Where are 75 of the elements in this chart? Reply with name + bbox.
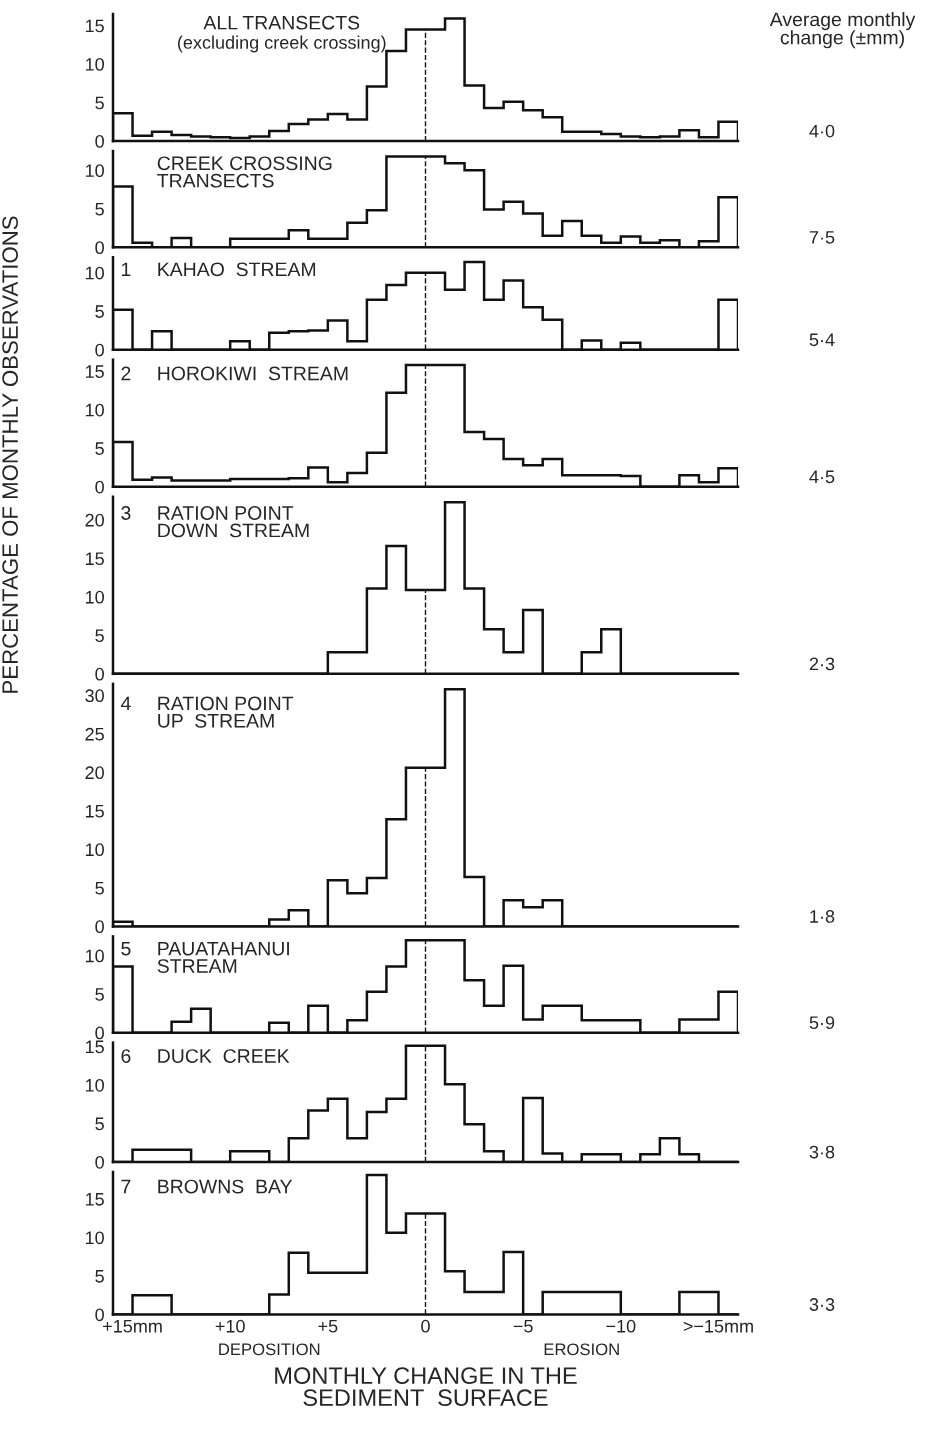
y-tick-label: 10 <box>85 843 104 857</box>
chart-title: HOROKIWI STREAM <box>158 366 348 381</box>
y-tick-label: 15 <box>85 19 104 33</box>
y-tick-label: 0 <box>95 1155 104 1169</box>
x-axis-title: MONTHLY CHANGE IN THE SEDIMENT SURFACE <box>275 1367 577 1407</box>
annotation: 6 <box>121 1049 131 1063</box>
y-tick-label: 10 <box>85 266 104 280</box>
y-tick-label: 0 <box>95 343 104 357</box>
y-tick-label: 0 <box>95 920 104 934</box>
y-tick-label: 30 <box>85 689 104 703</box>
text: 4·0 <box>809 124 835 138</box>
y-tick-label: 10 <box>85 590 104 604</box>
annotation: 7 <box>121 1179 131 1194</box>
y-tick-label: 5 <box>95 442 104 455</box>
y-tick-label: 5 <box>95 202 104 216</box>
y-tick-label: 0 <box>95 1026 104 1040</box>
y-tick-label: 5 <box>95 1117 104 1131</box>
text: RATION POINT DOWN STREAM <box>158 506 309 538</box>
text: Average monthly change (±mm) <box>769 12 916 49</box>
annotation: 4 <box>120 696 131 711</box>
y-tick-label: 5 <box>95 629 104 643</box>
text: 7·5 <box>809 231 835 244</box>
y-tick-label: 15 <box>85 805 104 818</box>
text: CREEK CROSSING TRANSECTS <box>157 156 332 188</box>
y-axis-title: PERCENTAGE OF MONTHLY OBSERVATIONS <box>2 216 18 693</box>
y-tick-label: 5 <box>95 1270 104 1283</box>
text: RATION POINT UP STREAM <box>158 696 294 728</box>
y-tick-label: 0 <box>95 1308 104 1322</box>
annotation: 2 <box>121 366 131 381</box>
y-tick-label: 15 <box>85 365 104 378</box>
x-tick-label: 0 <box>421 1319 430 1333</box>
text: 5·9 <box>809 1016 835 1030</box>
text: 5·4 <box>809 333 835 347</box>
x-tick-label: >−15mm <box>683 1319 753 1333</box>
chart-title: ALL TRANSECTS <box>203 15 360 30</box>
text: 4·5 <box>809 470 835 484</box>
text: 3·3 <box>809 1298 835 1311</box>
y-tick-label: 5 <box>95 305 104 318</box>
y-tick-label: 20 <box>85 766 104 780</box>
chart-title: DUCK CREEK <box>158 1049 290 1063</box>
annotation: 5 <box>121 941 131 956</box>
text: EROSION <box>544 1343 619 1356</box>
y-tick-label: 0 <box>95 667 104 681</box>
x-tick-label: +10 <box>215 1319 245 1333</box>
y-tick-label: 10 <box>85 57 104 71</box>
y-tick-label: 20 <box>85 513 104 527</box>
chart-title: BROWNS BAY <box>158 1179 293 1194</box>
y-tick-label: 15 <box>85 552 104 566</box>
y-tick-label: 0 <box>95 134 104 148</box>
annotation: 3 <box>121 506 131 520</box>
y-tick-label: 5 <box>95 96 104 110</box>
y-tick-label: 10 <box>85 403 104 417</box>
y-tick-label: 10 <box>85 949 104 963</box>
y-tick-label: 10 <box>85 1231 104 1245</box>
y-tick-label: 10 <box>85 164 104 178</box>
x-tick-label: +5 <box>318 1319 338 1333</box>
text: DEPOSITION <box>219 1343 320 1356</box>
y-tick-label: 5 <box>95 988 104 1001</box>
y-tick-label: 0 <box>95 480 104 494</box>
y-tick-label: 25 <box>85 727 104 741</box>
x-tick-label: −10 <box>606 1319 636 1333</box>
y-tick-label: 15 <box>85 1193 104 1206</box>
y-tick-label: 10 <box>85 1078 104 1092</box>
text: PAUATAHANUI STREAM <box>157 941 289 973</box>
y-tick-label: 0 <box>95 241 104 255</box>
x-tick-label: −5 <box>513 1319 533 1333</box>
y-tick-label: 5 <box>95 882 104 895</box>
x-tick-label: +15mm <box>103 1319 162 1333</box>
annotation: 1 <box>121 262 131 277</box>
text: 3·8 <box>809 1145 835 1159</box>
text: 1·8 <box>810 910 835 923</box>
text: 2·3 <box>809 657 835 671</box>
y-tick-label: 15 <box>85 1040 104 1054</box>
text: (excluding creek crossing) <box>178 35 386 53</box>
chart-title: KAHAO STREAM <box>158 262 316 277</box>
